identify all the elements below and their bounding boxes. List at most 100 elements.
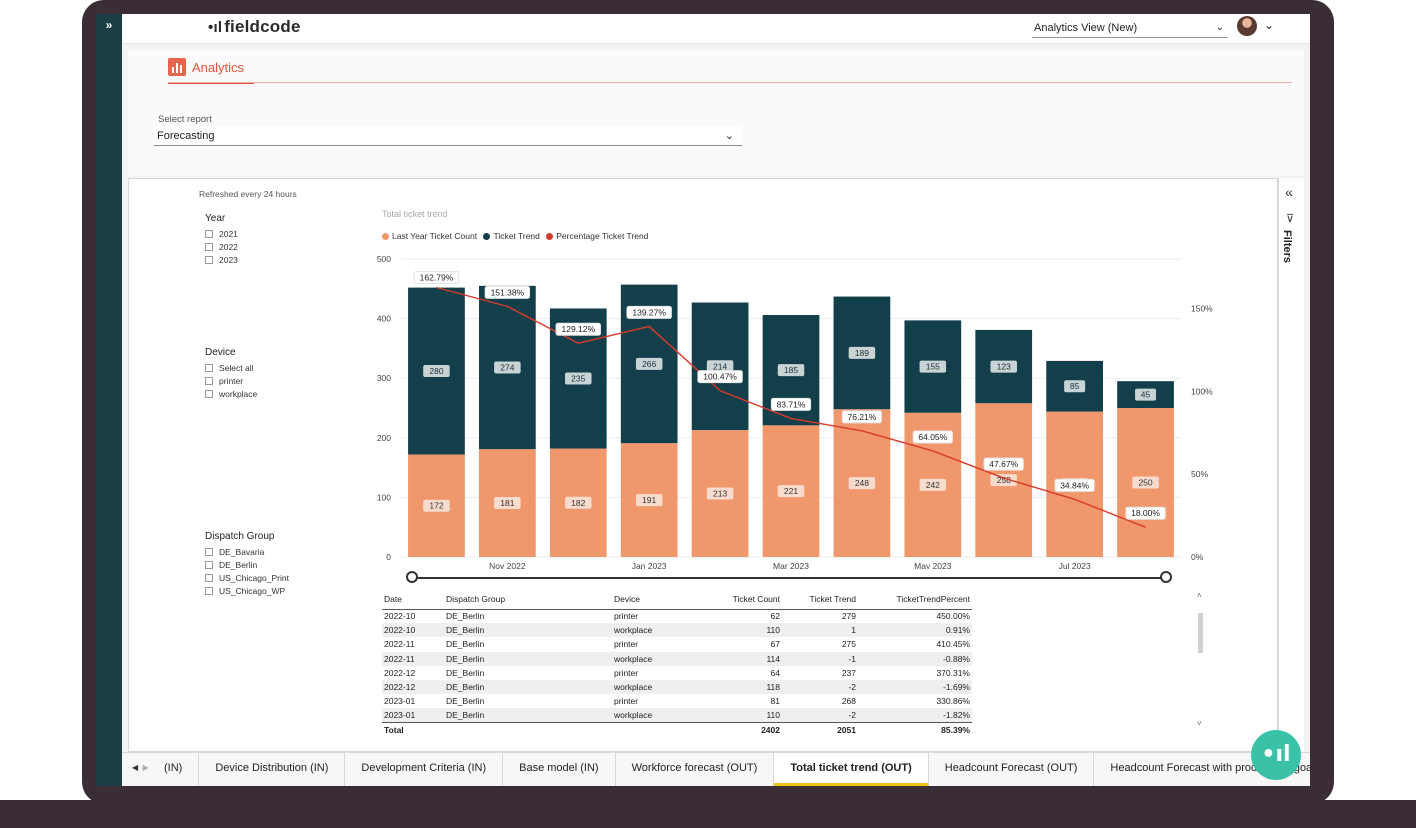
table-cell: -1.69% — [858, 679, 972, 695]
dispatch-group-option[interactable]: DE_Bavaria — [205, 546, 289, 559]
filters-label[interactable]: Filters — [1281, 230, 1293, 264]
table-row[interactable]: 2022-12 DE_Berlin workplace 118 -2 -1.69% — [382, 679, 972, 695]
table-scrollbar[interactable]: ˄ ˅ — [1197, 591, 1205, 731]
select-report-label: Select report — [158, 114, 212, 125]
dispatch-group-option[interactable]: US_Chicago_Print — [205, 572, 289, 585]
tab-page[interactable]: Total ticket trend (OUT) — [774, 753, 929, 786]
bar-label-trend-bg — [848, 346, 876, 359]
tab-page[interactable]: (IN) — [162, 753, 200, 786]
column-header[interactable]: Dispatch Group — [444, 589, 612, 610]
table-cell: 62 — [770, 611, 780, 622]
avatar[interactable] — [1237, 16, 1257, 36]
device-option[interactable]: printer — [205, 375, 257, 388]
tab-page[interactable]: Development Criteria (IN) — [345, 753, 504, 786]
y-tick-label: 500 — [377, 254, 391, 264]
table-row[interactable]: 2022-11 DE_Berlin workplace 114 -1 -0.88% — [382, 651, 972, 666]
collapse-filters-icon[interactable]: « — [1285, 184, 1293, 200]
filter-pane[interactable]: « ⊽ Filters — [1278, 178, 1304, 752]
dispatch-group-slicer-title: Dispatch Group — [205, 531, 275, 542]
checkbox[interactable] — [205, 243, 213, 251]
bar-chart-icon — [168, 58, 186, 76]
table-cell: 118 — [702, 679, 782, 695]
legend-item[interactable]: Percentage Ticket Trend — [546, 231, 648, 241]
table-row[interactable]: 2023-01 DE_Berlin printer 81 268 330.86% — [382, 694, 972, 708]
tab-analytics-label: Analytics — [192, 59, 245, 75]
dispatch-group-option[interactable]: US_Chicago_WP — [205, 585, 289, 598]
tab-page[interactable]: Device Distribution (IN) — [199, 753, 346, 786]
prev-page-icon[interactable]: ◀ — [132, 763, 139, 772]
checkbox[interactable] — [205, 548, 213, 556]
checkbox[interactable] — [205, 587, 213, 595]
view-select[interactable]: Analytics View (New) ⌄ — [1032, 20, 1228, 38]
checkbox[interactable] — [205, 574, 213, 582]
bar-label-last-year: 221 — [784, 486, 798, 496]
table-cell: 81 — [770, 696, 780, 707]
scroll-down-icon[interactable]: ˅ — [1197, 719, 1202, 728]
bar-label-trend-bg — [423, 365, 450, 378]
table-cell: printer — [614, 639, 639, 650]
bar-label-last-year: 258 — [997, 475, 1011, 485]
checkbox[interactable] — [205, 377, 213, 385]
checkbox[interactable] — [205, 230, 213, 238]
scroll-up-icon[interactable]: ˄ — [1197, 591, 1202, 600]
left-rail: » — [96, 14, 122, 786]
user-menu-chevron-icon[interactable]: ⌄ — [1264, 18, 1275, 32]
column-header[interactable]: TicketTrendPercent — [858, 589, 972, 610]
year-option[interactable]: 2023 — [205, 254, 238, 267]
bar-label-last-year-bg — [1132, 476, 1159, 489]
date-range-slider[interactable] — [406, 571, 1172, 585]
expand-sidebar-icon[interactable]: » — [105, 18, 113, 32]
table-row[interactable]: 2022-10 DE_Berlin workplace 110 1 0.91% — [382, 623, 972, 638]
table-cell: 67 — [770, 639, 780, 650]
legend-item[interactable]: Ticket Trend — [483, 231, 540, 241]
device-option[interactable]: Select all — [205, 362, 257, 375]
bar-label-last-year: 181 — [500, 498, 514, 508]
tab-page[interactable]: Base model (IN) — [503, 753, 616, 786]
percent-label-bg — [912, 430, 953, 444]
column-header[interactable]: Device — [612, 589, 702, 610]
year-option[interactable]: 2021 — [205, 228, 238, 241]
table-cell: DE_Berlin — [444, 708, 612, 723]
page-tabs: ◀ ▶ (IN) Device Distribution (IN) Developme… — [122, 752, 1310, 786]
table-cell: 237 — [841, 667, 856, 678]
tab-page[interactable]: Workforce forecast (OUT) — [615, 753, 775, 786]
device-option[interactable]: workplace — [205, 388, 257, 401]
table-cell: DE_Berlin — [446, 667, 485, 678]
table-row[interactable]: 2022-11 DE_Berlin printer 67 275 410.45% — [382, 637, 972, 651]
fieldcode-logo-icon[interactable]: •ıl — [1251, 730, 1301, 780]
legend-item[interactable]: Last Year Ticket Count — [382, 231, 477, 241]
checkbox[interactable] — [205, 256, 213, 264]
next-page-icon[interactable]: ▶ — [142, 763, 149, 772]
percent-label-bg — [484, 285, 531, 299]
table-row[interactable]: 2022-12 DE_Berlin printer 64 237 370.31% — [382, 666, 972, 680]
checkbox[interactable] — [205, 561, 213, 569]
bar-label-trend-bg — [706, 360, 734, 373]
refresh-note: Refreshed every 24 hours — [199, 189, 297, 199]
dispatch-group-option[interactable]: DE_Berlin — [205, 559, 289, 572]
column-header[interactable]: Ticket Count — [702, 589, 782, 610]
funnel-icon: ⊽ — [1286, 213, 1295, 225]
column-header[interactable]: Date — [382, 589, 444, 610]
table-cell: 110 — [702, 708, 782, 723]
device-slicer: Device Select all printer workplace — [205, 347, 257, 401]
tab-analytics[interactable]: Analytics — [168, 58, 255, 84]
checkbox[interactable] — [205, 390, 213, 398]
device-option-label: printer — [219, 376, 244, 386]
column-header[interactable]: Ticket Trend — [782, 589, 858, 610]
scroll-thumb[interactable] — [1198, 613, 1203, 653]
report-select[interactable]: Forecasting ⌄ — [154, 126, 742, 146]
slider-start-handle[interactable] — [406, 571, 418, 583]
table-row[interactable]: 2022-10 DE_Berlin printer 62 279 450.00% — [382, 609, 972, 623]
table-row[interactable]: 2023-01 DE_Berlin workplace 110 -2 -1.82% — [382, 708, 972, 723]
ticket-trend-chart[interactable]: 0 100 200 300 400 500 0% 50% 100% 150% 172 280 181 27… — [365, 239, 1225, 569]
legend-swatch — [382, 232, 389, 240]
legend-swatch — [483, 232, 491, 240]
year-option[interactable]: 2022 — [205, 241, 238, 254]
table-cell: -0.88% — [858, 651, 972, 666]
slider-end-handle[interactable] — [1160, 571, 1172, 583]
fab-mark: •ıl — [1261, 742, 1291, 767]
checkbox[interactable] — [205, 364, 213, 372]
tab-page[interactable]: Headcount Forecast (OUT) — [928, 753, 1095, 786]
bar-label-trend-bg — [990, 360, 1017, 373]
total-empty — [444, 721, 612, 737]
